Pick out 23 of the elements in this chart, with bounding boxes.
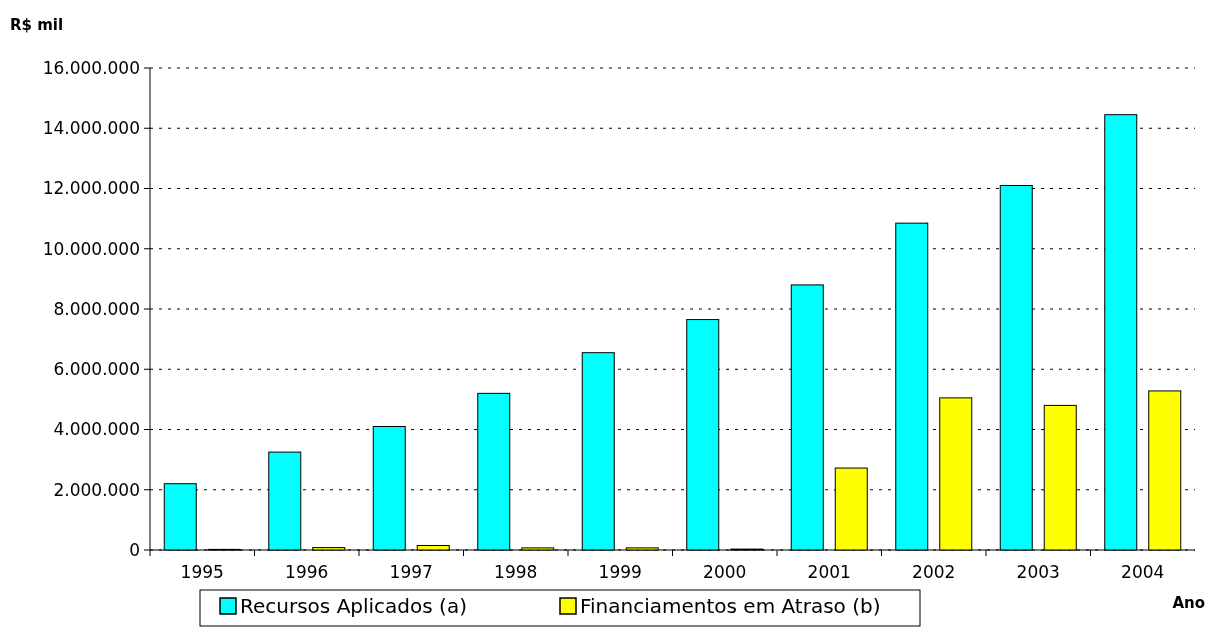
y-tick-label: 2.000.000 (53, 479, 140, 500)
x-tick-label: 2000 (703, 562, 747, 582)
y-tick-label: 16.000.000 (42, 57, 140, 78)
y-tick-label: 10.000.000 (42, 238, 140, 259)
x-tick-label: 2001 (807, 562, 851, 582)
x-tick-label: 2002 (912, 562, 956, 582)
legend-label: Recursos Aplicados (a) (240, 594, 467, 618)
y-tick-label: 14.000.000 (42, 118, 140, 139)
x-tick-label: 1995 (180, 562, 224, 582)
y-tick-label: 12.000.000 (42, 178, 140, 199)
x-tick-label: 2004 (1121, 562, 1165, 582)
y-tick-label: 6.000.000 (53, 359, 140, 380)
x-tick-label: 2003 (1016, 562, 1060, 582)
legend-label: Financiamentos em Atraso (b) (580, 594, 881, 618)
y-tick-label: 8.000.000 (53, 298, 140, 319)
x-axis-title: Ano (1172, 594, 1205, 612)
x-tick-label: 1998 (494, 562, 538, 582)
x-tick-label: 1997 (389, 562, 433, 582)
y-tick-label: 4.000.000 (53, 419, 140, 440)
y-tick-label: 0 (129, 539, 140, 560)
x-tick-label: 1999 (598, 562, 642, 582)
x-tick-label: 1996 (285, 562, 329, 582)
y-axis-title: R$ mil (10, 16, 64, 34)
